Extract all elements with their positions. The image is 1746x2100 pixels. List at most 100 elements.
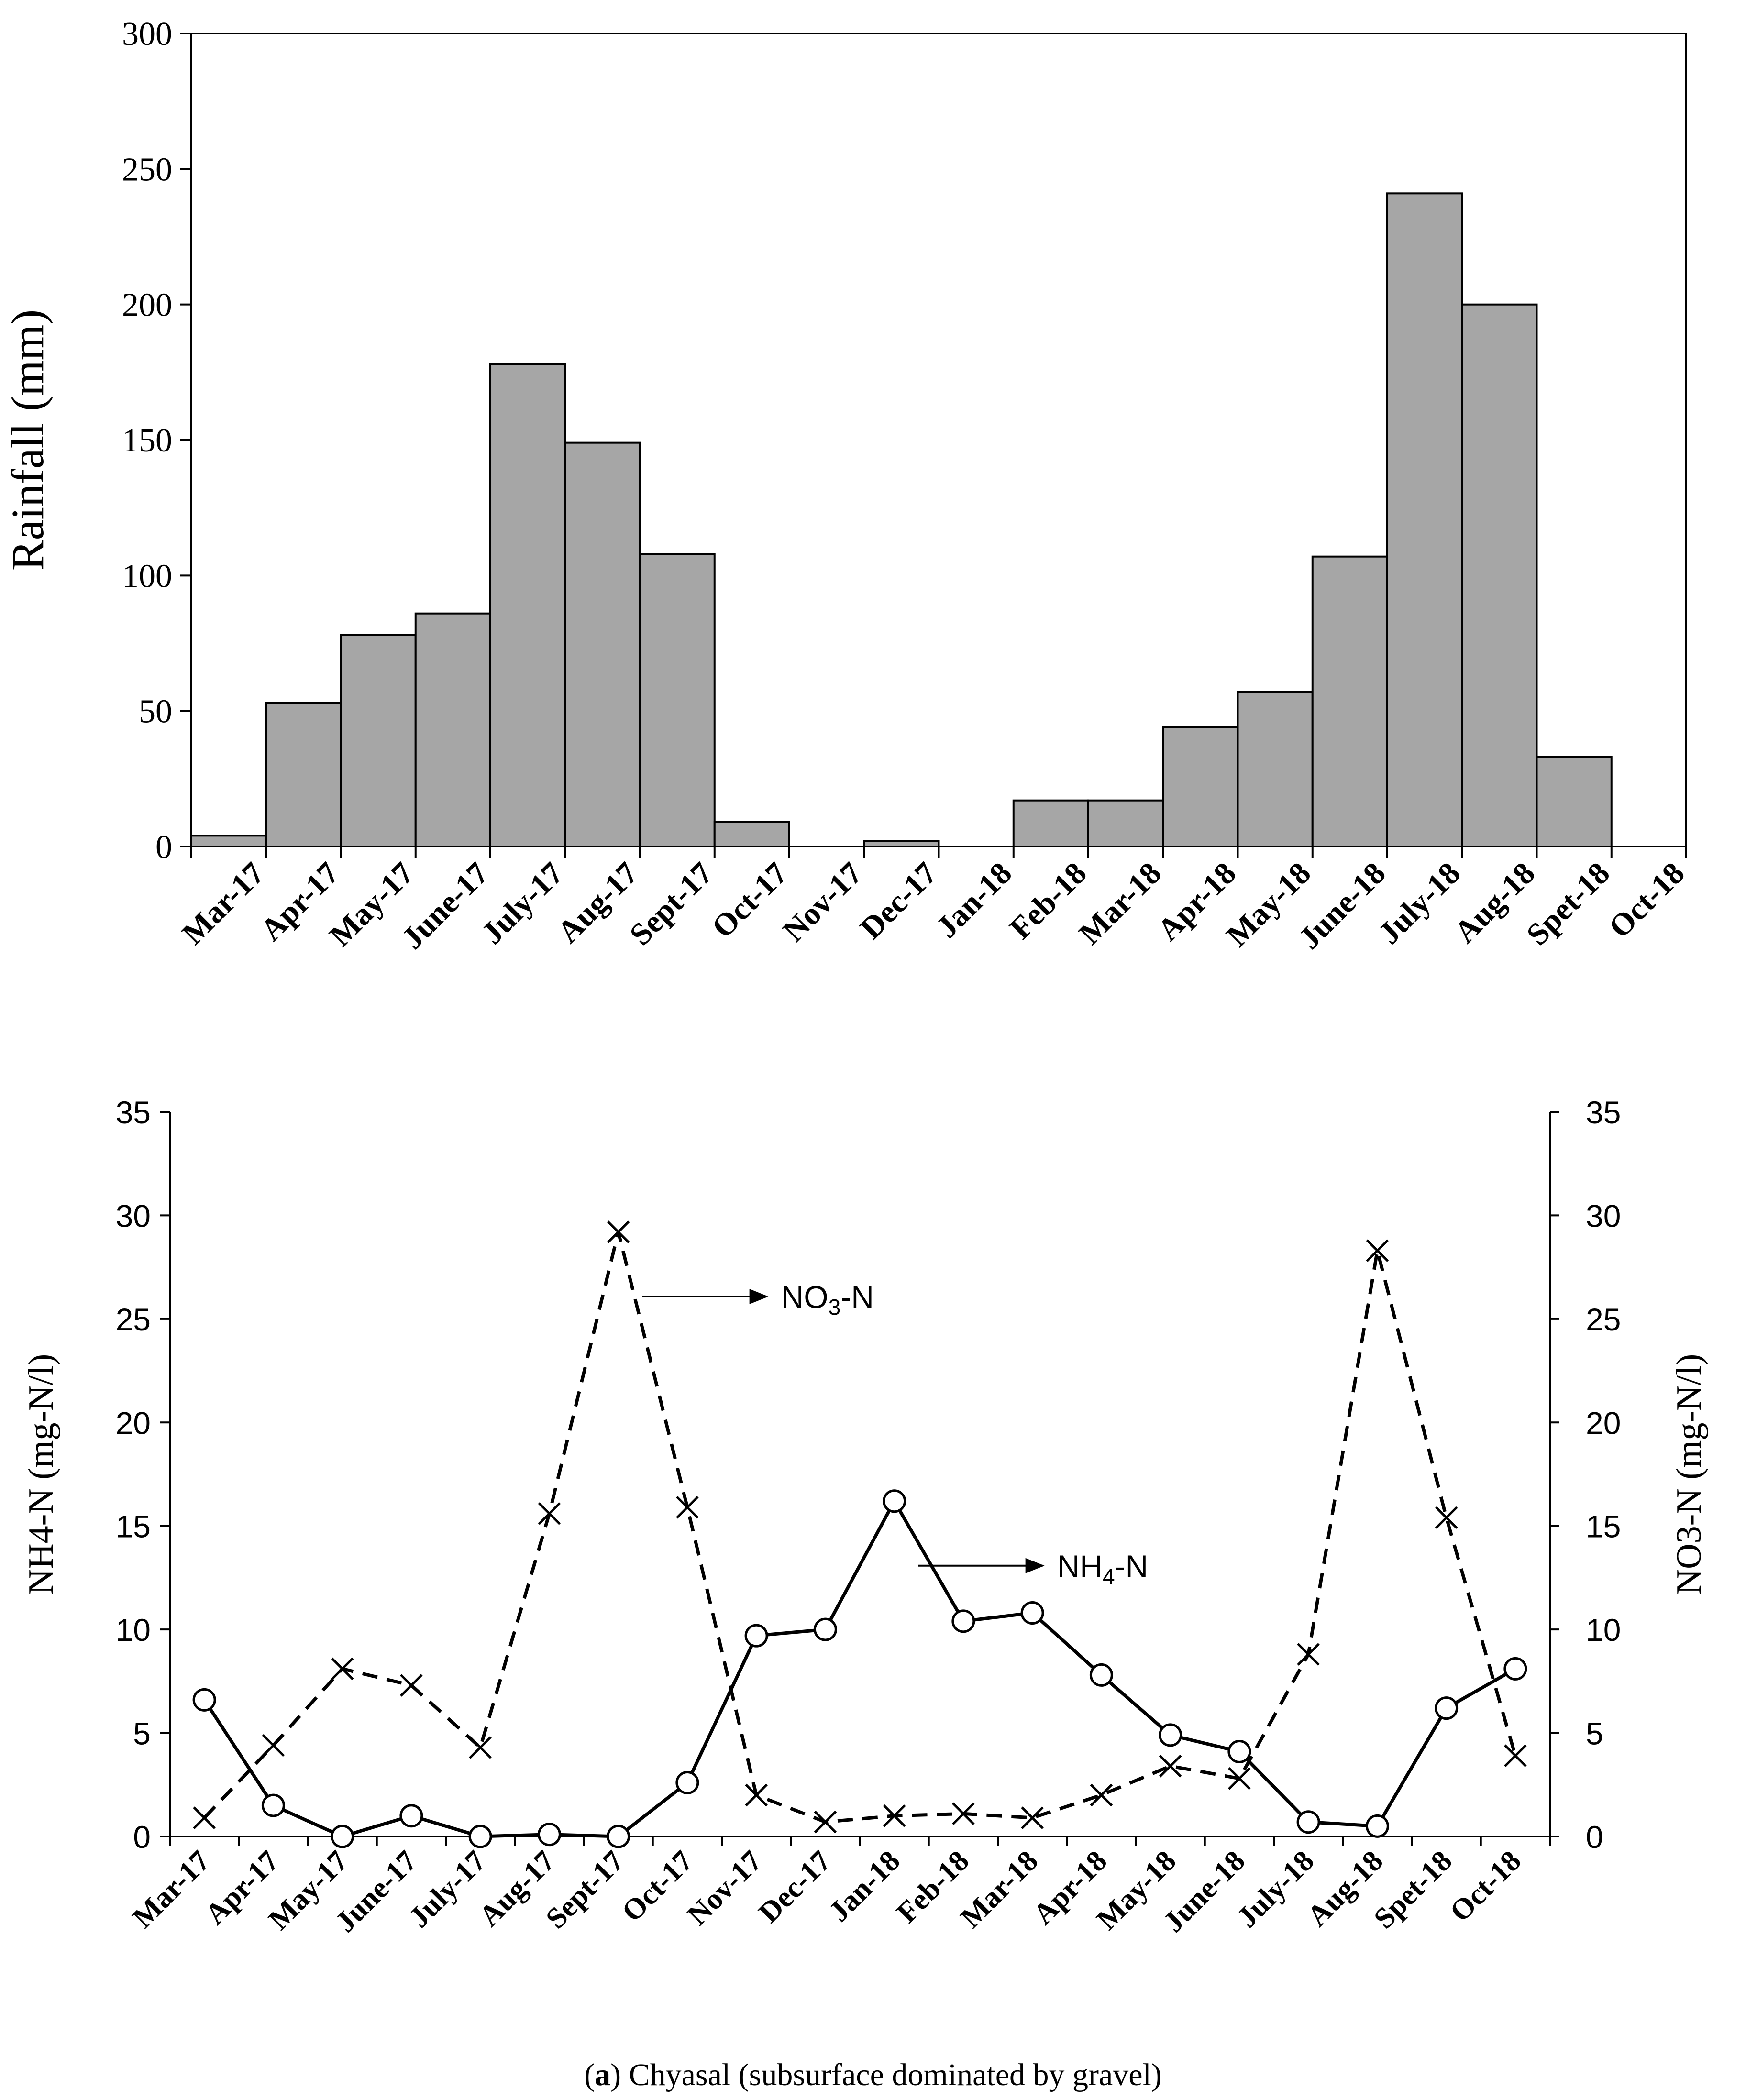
x-tick-label: Dec-17 (752, 1845, 837, 1929)
left-y-tick-label: 30 (116, 1198, 151, 1233)
no3-n-marker-aug-17 (538, 1502, 561, 1525)
right-y-tick-label: 20 (1586, 1405, 1621, 1440)
nh4-n-marker-june-18 (1227, 1740, 1251, 1764)
nh4-n-marker-mar-17 (192, 1688, 216, 1712)
x-tick-label: Mar-18 (1072, 856, 1168, 951)
nh4-n-marker-june-17 (399, 1804, 423, 1828)
x-tick-label: Nov-17 (681, 1845, 768, 1932)
nh4-n-marker-spet-18 (1435, 1696, 1459, 1720)
x-tick-label: Mar-17 (126, 1845, 216, 1935)
x-tick-label: Oct-18 (1444, 1845, 1527, 1928)
no3-n-marker-june-18 (1228, 1767, 1251, 1790)
no3-n-marker-oct-17 (676, 1495, 699, 1519)
nh4-n-marker-july-18 (1296, 1810, 1320, 1834)
rainfall-bar-apr-18 (1162, 726, 1239, 847)
y-axis-title: Rainfall (mm) (2, 309, 53, 571)
rainfall-bar-aug-18 (1461, 303, 1538, 848)
rainfall-bar-july-17 (489, 363, 566, 847)
nh4-n-marker-feb-18 (951, 1609, 975, 1633)
left-y-tick-label: 25 (116, 1302, 151, 1337)
x-tick-label: Nov-17 (776, 856, 869, 948)
nh4-n-marker-aug-18 (1365, 1814, 1389, 1838)
nh4-n-marker-apr-17 (261, 1793, 285, 1817)
no3-n-marker-aug-18 (1366, 1239, 1389, 1262)
right-y-tick-label: 5 (1586, 1716, 1603, 1751)
x-tick-label: Mar-18 (954, 1845, 1044, 1935)
left-y-tick-label: 20 (116, 1405, 151, 1440)
nh4-n-marker-jan-18 (883, 1489, 906, 1513)
x-tick-label: Jan-18 (823, 1845, 906, 1928)
no3-n-marker-spet-18 (1435, 1506, 1458, 1529)
right-y-tick-label: 15 (1586, 1509, 1621, 1544)
rainfall-bar-may-18 (1237, 691, 1314, 847)
rainfall-bar-july-18 (1386, 192, 1463, 847)
x-tick-label: Oct-17 (705, 856, 794, 945)
no3-n-marker-july-18 (1297, 1643, 1320, 1666)
rainfall-bar-mar-18 (1087, 799, 1164, 847)
no3-n-marker-may-17 (331, 1657, 354, 1681)
left-y-tick-label: 5 (133, 1716, 151, 1751)
rainfall-bar-apr-17 (265, 702, 342, 847)
nh4-n-marker-dec-17 (813, 1617, 837, 1641)
x-tick-label: Oct-17 (616, 1845, 699, 1928)
no3-n-marker-jan-18 (883, 1804, 906, 1827)
right-y-tick-label: 0 (1586, 1819, 1603, 1855)
nh4-n-annotation-label: NH4-N (1057, 1549, 1149, 1589)
nh4-n-marker-apr-18 (1089, 1663, 1113, 1687)
no3-n-marker-may-18 (1159, 1755, 1182, 1778)
x-tick-label: July-17 (475, 856, 570, 951)
rainfall-bar-aug-17 (564, 441, 641, 847)
y-tick-label: 300 (122, 16, 172, 53)
left-y-tick-label: 0 (133, 1819, 151, 1855)
no3-n-marker-sept-17 (607, 1220, 630, 1243)
y-tick-label: 250 (122, 151, 172, 188)
rainfall-bar-mar-17 (190, 835, 267, 848)
left-y-tick-label: 35 (116, 1095, 151, 1130)
no3-n-marker-apr-18 (1090, 1783, 1113, 1807)
y-tick-label: 100 (122, 558, 172, 594)
x-tick-label: Oct-18 (1602, 856, 1691, 945)
right-y-tick-label: 30 (1586, 1198, 1621, 1233)
nh4-n-marker-aug-17 (537, 1823, 561, 1847)
right-y-tick-label: 25 (1586, 1302, 1621, 1337)
no3-n-marker-oct-18 (1504, 1744, 1527, 1767)
nh4-n-marker-oct-18 (1503, 1657, 1527, 1681)
y-tick-label: 50 (139, 693, 172, 730)
rainfall-bar-june-17 (414, 612, 491, 847)
rainfall-bar-may-17 (340, 634, 417, 847)
rainfall-bar-sept-17 (639, 553, 716, 847)
left-y-axis-title: NH4-N (mg-N/l) (22, 1354, 61, 1595)
left-y-tick-label: 15 (116, 1509, 151, 1544)
x-tick-label: Spet-18 (1520, 856, 1616, 952)
nh4-n-marker-mar-18 (1020, 1601, 1044, 1625)
y-tick-label: 0 (155, 829, 172, 866)
nh4-n-marker-july-17 (468, 1825, 492, 1848)
right-y-axis-title: NO3-N (mg-N/l) (1669, 1354, 1709, 1595)
nh4-n-marker-sept-17 (607, 1825, 630, 1848)
nh4-n-marker-oct-17 (675, 1770, 699, 1794)
x-tick-label: Spet-18 (1368, 1845, 1458, 1935)
no3-n-marker-mar-18 (1021, 1806, 1044, 1829)
no3-n-marker-july-17 (469, 1736, 492, 1759)
x-tick-label: July-17 (403, 1845, 492, 1934)
x-tick-label: Jan-18 (929, 856, 1018, 945)
x-tick-label: Dec-17 (853, 856, 944, 946)
x-tick-label: July-18 (1371, 856, 1467, 951)
nh4-n-marker-may-17 (331, 1825, 354, 1848)
x-tick-label: Sept-17 (623, 856, 719, 952)
x-tick-label: Sept-17 (540, 1845, 630, 1935)
right-y-tick-label: 35 (1586, 1095, 1621, 1130)
no3-n-marker-dec-17 (814, 1810, 837, 1834)
y-tick-label: 200 (122, 287, 172, 324)
no3-n-line (203, 1230, 1517, 1824)
nh4-n-marker-may-18 (1159, 1723, 1182, 1747)
no3-n-marker-june-17 (400, 1674, 423, 1697)
no3-n-marker-mar-17 (193, 1806, 216, 1829)
rainfall-bar-chart: 050100150200250300Mar-17Apr-17May-17June… (2, 16, 1691, 956)
y-tick-label: 150 (122, 422, 172, 459)
left-y-tick-label: 10 (116, 1612, 151, 1648)
nh4-n-marker-nov-17 (744, 1624, 768, 1648)
rainfall-bar-feb-18 (1012, 799, 1089, 847)
